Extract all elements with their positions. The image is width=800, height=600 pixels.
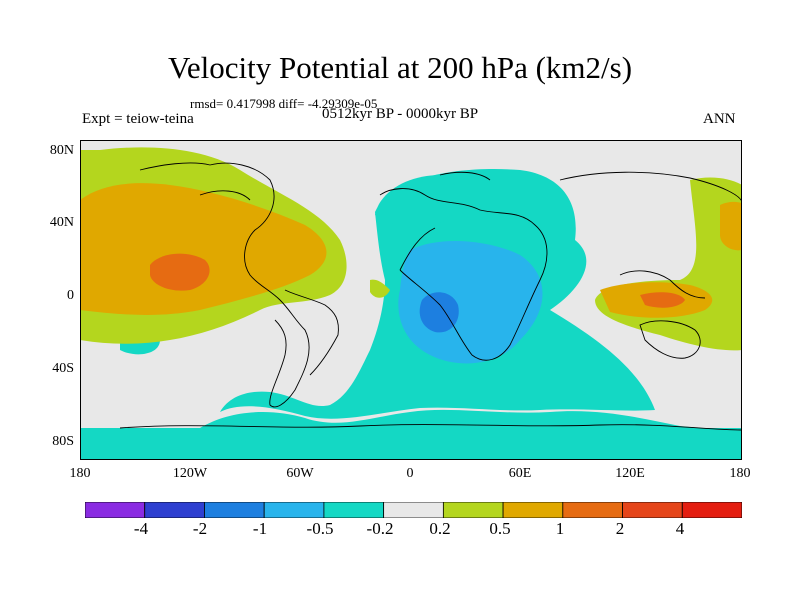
- negative-region-southern: [81, 409, 741, 459]
- colorbar-bin: [323, 502, 385, 518]
- colorbar-label: -0.2: [366, 519, 394, 538]
- plot-title: Velocity Potential at 200 hPa (km2/s): [167, 50, 633, 85]
- colorbar-bin: [204, 502, 265, 518]
- lat-label: 40N: [49, 215, 74, 230]
- colorbar-label: -1: [252, 519, 268, 538]
- lat-label: 80N: [49, 143, 74, 158]
- positive-region-east-deep: [640, 292, 685, 308]
- colorbar-bin: [502, 502, 564, 518]
- map-frame: [80, 140, 742, 460]
- colorbar-label: -2: [192, 519, 208, 538]
- positive-region-atlantic-green: [370, 279, 390, 298]
- colorbar-label: 0.5: [489, 519, 511, 538]
- colorbar-label: -4: [133, 519, 149, 538]
- colorbar-label: -0.5: [306, 519, 334, 538]
- colorbar-bin: [85, 502, 146, 518]
- colorbar-bin: [562, 502, 623, 518]
- colorbar-label: 2: [615, 519, 625, 538]
- lon-label: 0: [406, 466, 414, 481]
- map-plot: [80, 140, 742, 460]
- colorbar-label: 4: [675, 519, 685, 538]
- lat-label: 40S: [52, 361, 74, 376]
- colorbar-label: 0.2: [429, 519, 451, 538]
- lon-label: 60W: [286, 466, 314, 481]
- colorbar: [85, 502, 742, 518]
- experiment-label: Expt = teiow-teina: [82, 111, 194, 127]
- negative-region-northatlantic: [375, 175, 457, 228]
- lon-label: 120E: [615, 466, 645, 481]
- colorbar-bin: [144, 502, 205, 518]
- lon-label: 120W: [172, 466, 208, 481]
- coastlines: [119, 162, 741, 431]
- lat-label: 0: [67, 288, 74, 303]
- period-label: 0512kyr BP - 0000kyr BP: [322, 106, 479, 122]
- colorbar-bin: [383, 502, 444, 518]
- lon-label: 180: [729, 466, 751, 481]
- negative-region-africa-core: [419, 292, 459, 333]
- stats-line: rmsd= 0.417998 diff= -4.29309e-05: [190, 96, 378, 111]
- lat-label: 80S: [52, 434, 74, 449]
- lon-label: 180: [69, 466, 91, 481]
- negative-region-aleutian: [240, 430, 282, 444]
- colorbar-bin: [681, 502, 742, 518]
- lon-label: 60E: [508, 466, 532, 481]
- colorbar-bin: [622, 502, 683, 518]
- negative-region-africa-blue: [398, 240, 543, 364]
- positive-region-pacific-orange: [81, 183, 327, 315]
- colorbar-bin: [263, 502, 325, 518]
- colorbar-bin: [442, 502, 504, 518]
- positive-region-pacific-max: [150, 253, 210, 291]
- positive-region-far-east: [720, 201, 741, 251]
- season-label: ANN: [703, 111, 736, 127]
- colorbar-label: 1: [555, 519, 565, 538]
